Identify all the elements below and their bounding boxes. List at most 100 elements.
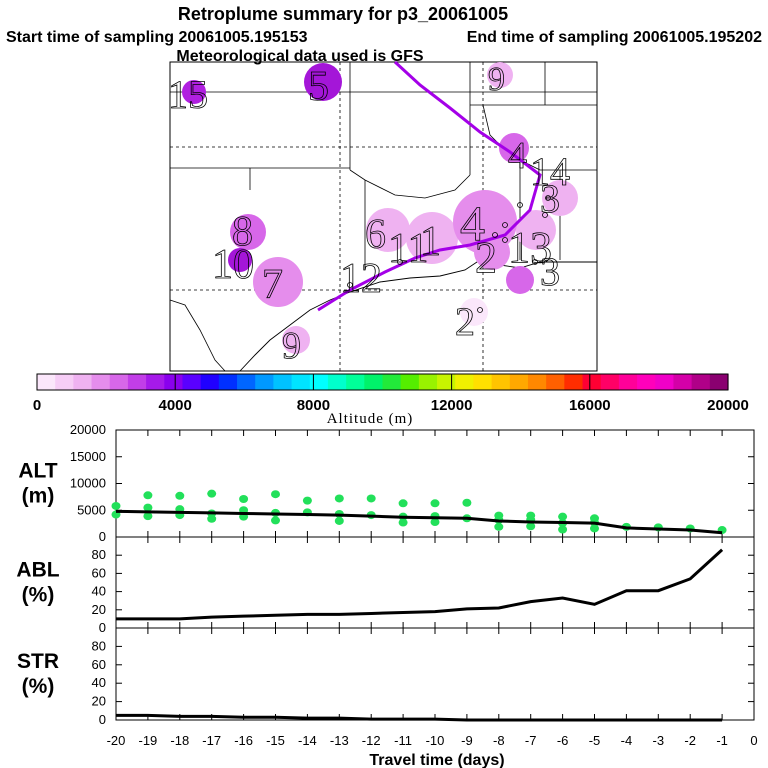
scatter-point (334, 516, 344, 525)
colorbar-cell (637, 374, 656, 390)
figure-title: Retroplume summary for p3_20061005 (178, 4, 508, 24)
scatter-point (334, 494, 344, 503)
plume-bubble (474, 234, 510, 270)
trajectory-markers (347, 195, 551, 313)
colorbar-cell (164, 374, 184, 390)
y-tick-label: 10000 (70, 476, 106, 491)
scatter-point (430, 518, 440, 527)
x-tick-label: -11 (394, 733, 412, 748)
plume-bubble (460, 298, 488, 326)
x-tick-label: -19 (139, 733, 158, 748)
y-tick-label: 40 (92, 675, 106, 690)
x-tick-label: -13 (330, 733, 349, 748)
y-tick-label: 80 (92, 638, 106, 653)
plume-bubble (228, 248, 252, 272)
colorbar-tick-label: 4000 (159, 397, 192, 414)
series-line (116, 548, 724, 621)
y-tick-label: 60 (92, 565, 106, 580)
map-label: 9 (282, 325, 301, 367)
colorbar-cell (418, 374, 438, 390)
x-tick-label: -17 (202, 733, 221, 748)
scatter-point (590, 524, 599, 533)
x-tick-label: -14 (298, 733, 317, 748)
colorbar-cell (91, 374, 111, 390)
colorbar-cell (127, 374, 147, 390)
plume-bubble (516, 210, 556, 250)
colorbar-cell (527, 374, 547, 390)
panel-alt: 0 5000 10000 15000 20000 ALT(m) (18, 422, 755, 544)
colorbar-cell (673, 374, 693, 390)
x-tick-label: -7 (525, 733, 537, 748)
x-tick-label: -4 (621, 733, 633, 748)
plume-bubble (282, 326, 310, 354)
colorbar-tick-label: 16000 (569, 397, 611, 414)
trajectory-line (317, 60, 542, 312)
panel-unit: (m) (22, 485, 55, 508)
map-panel: 15 5 9 4 14 3 13 8 10 7 6 12 11 1 4 2 3 … (168, 60, 598, 372)
colorbar-ticks: 0 4000 8000 12000 16000 20000 (33, 374, 749, 414)
colorbar-axis-label: Altitude (m) (327, 411, 414, 427)
colorbar-cell (218, 374, 238, 390)
scatter-point (175, 491, 185, 500)
x-tick-label: -1 (716, 733, 728, 748)
colorbar-tick-label: 0 (33, 397, 41, 414)
colorbar-cell (237, 374, 256, 390)
y-tick-label: 15000 (70, 449, 106, 464)
scatter-point (526, 511, 536, 520)
map-label: 12 (340, 256, 382, 302)
panel-frame (115, 536, 755, 629)
colorbar-cell (200, 374, 220, 390)
plume-bubble (406, 212, 458, 264)
y-tick-label: 0 (99, 529, 106, 544)
x-tick-label: -12 (362, 733, 381, 748)
met-data-label: Meteorological data used is GFS (176, 48, 423, 65)
map-label: 7 (262, 262, 283, 308)
y-tick-label: 20 (92, 694, 106, 709)
scatter-point (143, 503, 153, 512)
y-tick-label: 20 (92, 602, 106, 617)
x-tick-label: -6 (557, 733, 569, 748)
scatter-point (207, 514, 217, 523)
map-label: 2 (475, 233, 497, 282)
panel-unit: (%) (22, 675, 55, 698)
colorbar-cell (455, 374, 475, 390)
x-tick-label: -9 (461, 733, 473, 748)
colorbar-cell (618, 374, 638, 390)
colorbar-cell (37, 374, 56, 390)
colorbar-cell (255, 374, 274, 390)
scatter-point (143, 512, 153, 521)
map-label: 6 (365, 212, 386, 258)
plume-bubble (499, 133, 529, 163)
panel-label: ALT (18, 460, 57, 483)
scatter-point (207, 489, 217, 498)
colorbar-cell (400, 374, 420, 390)
colorbar-cell (73, 374, 93, 390)
scatter-point (239, 495, 249, 504)
y-tick-label: 5000 (77, 502, 106, 517)
colorbar-cell (55, 374, 74, 390)
map-borders (169, 62, 597, 372)
scatter-point (430, 499, 440, 508)
scatter-point (302, 496, 312, 505)
plume-bubble (253, 257, 303, 307)
plume-bubble (304, 63, 342, 101)
x-tick-label: -18 (170, 733, 189, 748)
scatter-point (271, 516, 280, 525)
colorbar-cell (146, 374, 165, 390)
map-label: 4 (460, 195, 485, 251)
map-label: 2 (455, 299, 475, 344)
map-label: 14 (530, 149, 570, 194)
colorbar-cell (655, 374, 675, 390)
colorbar: 0 4000 8000 12000 16000 20000 Altitude (m) (33, 373, 749, 427)
scatter-point (494, 511, 504, 520)
x-tick-label: -3 (653, 733, 665, 748)
scatter-point (143, 491, 153, 500)
plume-bubbles (182, 62, 578, 354)
scatter-point (494, 522, 504, 531)
scatter-point (526, 522, 536, 531)
colorbar-cells (37, 374, 729, 390)
y-tick-label: 40 (92, 584, 106, 599)
map-label: 15 (168, 72, 208, 117)
colorbar-cell (691, 374, 711, 390)
y-tick-label: 80 (92, 547, 106, 562)
